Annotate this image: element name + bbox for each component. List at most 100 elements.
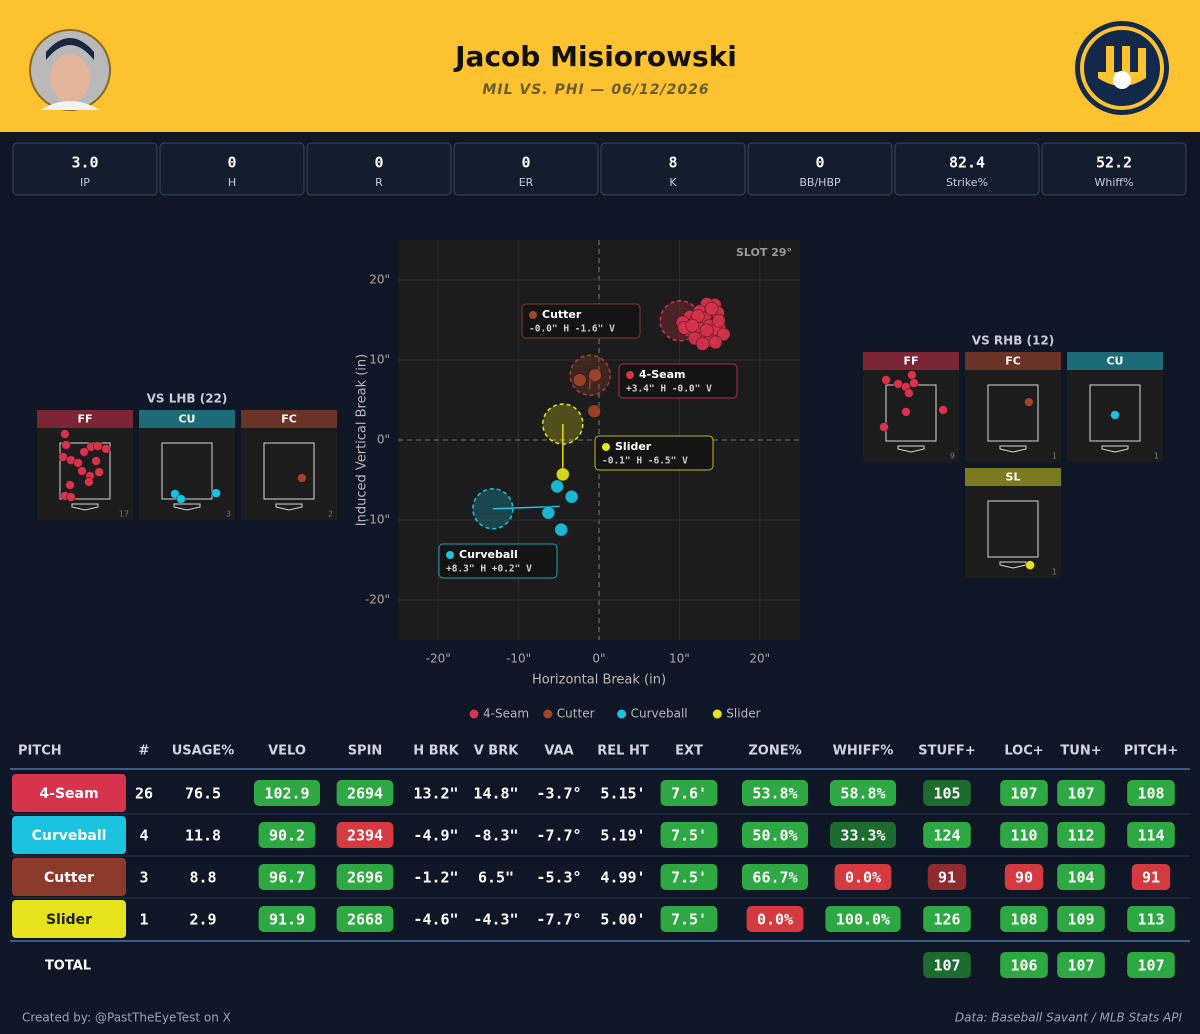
column-header: TUN+ xyxy=(1060,744,1101,759)
footer-credit: Created by: @PastTheEyeTest on X xyxy=(22,1011,231,1025)
slot-annotation: SLOT 29° xyxy=(736,246,792,259)
column-header: EXT xyxy=(675,744,703,759)
zone-panel-label: SL xyxy=(1006,471,1021,484)
zone-panel xyxy=(965,468,1061,578)
pitch-name-badge xyxy=(12,774,126,812)
callout-name: Curveball xyxy=(459,548,518,561)
table-cell: -1.2" xyxy=(413,869,458,887)
stat-label: BB/HBP xyxy=(799,176,841,189)
legend-swatch xyxy=(543,709,553,719)
table-cell: 90 xyxy=(1015,869,1033,887)
zone-panel-label: CU xyxy=(178,413,195,426)
pitch-point xyxy=(554,522,569,537)
table-cell: 7.5' xyxy=(671,827,707,845)
stat-value: 3.0 xyxy=(71,154,98,172)
column-header: # xyxy=(139,744,150,759)
stat-label: IP xyxy=(80,176,90,189)
table-cell: 2696 xyxy=(347,869,383,887)
zone-pitch xyxy=(101,443,111,454)
pitch-name-badge xyxy=(12,900,126,938)
strike-zone xyxy=(59,442,111,500)
table-cell: 102.9 xyxy=(264,785,309,803)
table-cell: 11.8 xyxy=(185,827,221,845)
zone-panel xyxy=(139,410,235,520)
table-cell: 108 xyxy=(1010,911,1037,929)
stat-box xyxy=(306,142,452,196)
column-header: H BRK xyxy=(413,744,459,759)
pitch-point xyxy=(685,318,700,333)
callout-box xyxy=(438,543,558,579)
zone-pitch xyxy=(94,467,105,478)
table-cell-badge xyxy=(1127,780,1175,806)
home-plate xyxy=(999,445,1027,453)
zone-pitch xyxy=(65,492,76,503)
stat-label: Whiff% xyxy=(1095,176,1134,189)
table-cell: 7.5' xyxy=(671,911,707,929)
table-cell-badge xyxy=(923,780,971,806)
zone-pitch xyxy=(296,473,307,483)
table-cell: -7.7° xyxy=(536,911,581,929)
table-cell-badge xyxy=(258,864,316,890)
callout-dot xyxy=(626,371,634,379)
y-tick-label: 10" xyxy=(369,353,390,367)
zone-pitch xyxy=(58,452,69,462)
zone-pitch xyxy=(893,378,904,389)
table-cell-badge xyxy=(923,906,971,932)
stat-box xyxy=(1041,142,1187,196)
pitch-point xyxy=(699,323,714,338)
table-cell-badge xyxy=(660,906,718,932)
player-name: Jacob Misiorowski xyxy=(453,40,737,73)
zone-pitch xyxy=(909,378,919,389)
table-cell: 100.0% xyxy=(836,911,890,929)
x-tick-label: 10" xyxy=(669,652,690,666)
table-cell: 91.9 xyxy=(269,911,305,929)
table-cell-badge xyxy=(742,780,808,806)
total-cell-badge xyxy=(1000,952,1048,978)
zone-panel-label: CU xyxy=(1106,355,1123,368)
zone-panel xyxy=(37,410,133,520)
stat-box xyxy=(159,142,305,196)
zone-count: 1 xyxy=(1052,568,1057,577)
table-cell: 14.8" xyxy=(473,785,518,803)
table-cell: 2694 xyxy=(347,785,383,803)
zone-pitch xyxy=(176,494,186,504)
table-cell: 0.0% xyxy=(845,869,881,887)
strike-zone xyxy=(987,500,1039,558)
stat-value: 0 xyxy=(815,154,824,172)
pitch-point xyxy=(695,337,710,351)
pitch-name: 4-Seam xyxy=(39,786,98,802)
game-subtitle: MIL VS. PHI — 06/12/2026 xyxy=(482,82,709,98)
home-plate xyxy=(173,503,201,511)
callout-diff: +8.3" H +0.2" V xyxy=(446,564,532,575)
table-cell-badge xyxy=(1127,906,1175,932)
total-cell: 106 xyxy=(1010,957,1037,975)
avatar xyxy=(29,29,111,111)
zone-pitch xyxy=(59,429,70,440)
split-title: VS RHB (12) xyxy=(972,334,1054,348)
stat-box xyxy=(894,142,1040,196)
home-plate xyxy=(71,503,99,511)
table-cell: 53.8% xyxy=(752,785,797,803)
zone-pitch xyxy=(170,488,180,499)
table-cell-badge xyxy=(927,864,967,890)
zone-pitch xyxy=(91,455,102,466)
table-cell-badge xyxy=(1057,780,1105,806)
total-cell-badge xyxy=(923,952,971,978)
table-cell: 2.9 xyxy=(189,911,216,929)
x-tick-label: -20" xyxy=(426,652,451,666)
strike-zone xyxy=(263,442,315,500)
callout-diff: -0.0" H -1.6" V xyxy=(529,324,615,335)
total-cell-badge xyxy=(1127,952,1175,978)
callout-name: Cutter xyxy=(542,308,582,321)
team-logo xyxy=(1075,21,1169,115)
table-cell-badge xyxy=(834,864,892,890)
stat-value: 82.4 xyxy=(949,154,985,172)
table-cell-badge xyxy=(1000,822,1048,848)
table-cell: -4.3" xyxy=(473,911,518,929)
stat-label: ER xyxy=(519,176,534,189)
stat-box xyxy=(600,142,746,196)
table-cell: 5.15' xyxy=(600,785,645,803)
zone-panel-header xyxy=(241,410,337,428)
table-cell-badge xyxy=(923,822,971,848)
